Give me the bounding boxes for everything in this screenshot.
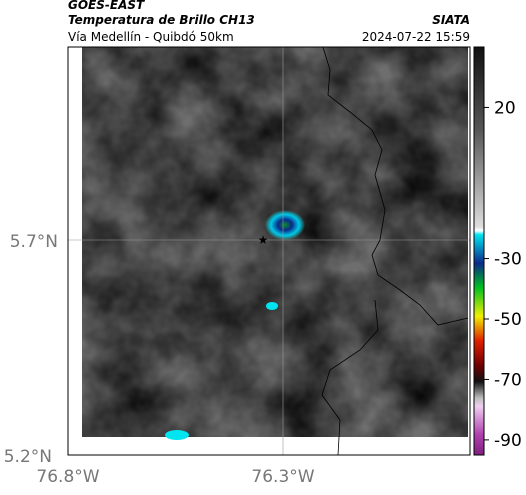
colorbar-tick-label: 20 bbox=[494, 98, 516, 118]
colorbar-tick-label: -90 bbox=[494, 431, 522, 451]
star: ★ bbox=[258, 233, 269, 247]
datetime: 2024-07-22 15:59 bbox=[362, 30, 470, 44]
colorbar-tick-label: -70 bbox=[494, 370, 522, 390]
source: SIATA bbox=[432, 13, 470, 27]
colorbar-tick-label: -50 bbox=[494, 310, 522, 330]
colorbar bbox=[473, 46, 485, 456]
colorbar-ticks: 20 -30 -50 -70 -90 bbox=[484, 98, 522, 451]
map: ★ bbox=[67, 46, 471, 456]
title: GOES-EAST bbox=[68, 0, 145, 12]
location: Vía Medellín - Quibdó 50km bbox=[68, 30, 234, 44]
lat-label: 5.2°N bbox=[4, 447, 52, 467]
lat-label: 5.7°N bbox=[10, 232, 58, 252]
lon-label: 76.8°W bbox=[36, 467, 99, 487]
colorbar-tick-label: -30 bbox=[494, 250, 522, 270]
lon-label: 76.3°W bbox=[251, 467, 314, 487]
subtitle: Temperatura de Brillo CH13 bbox=[68, 13, 255, 27]
